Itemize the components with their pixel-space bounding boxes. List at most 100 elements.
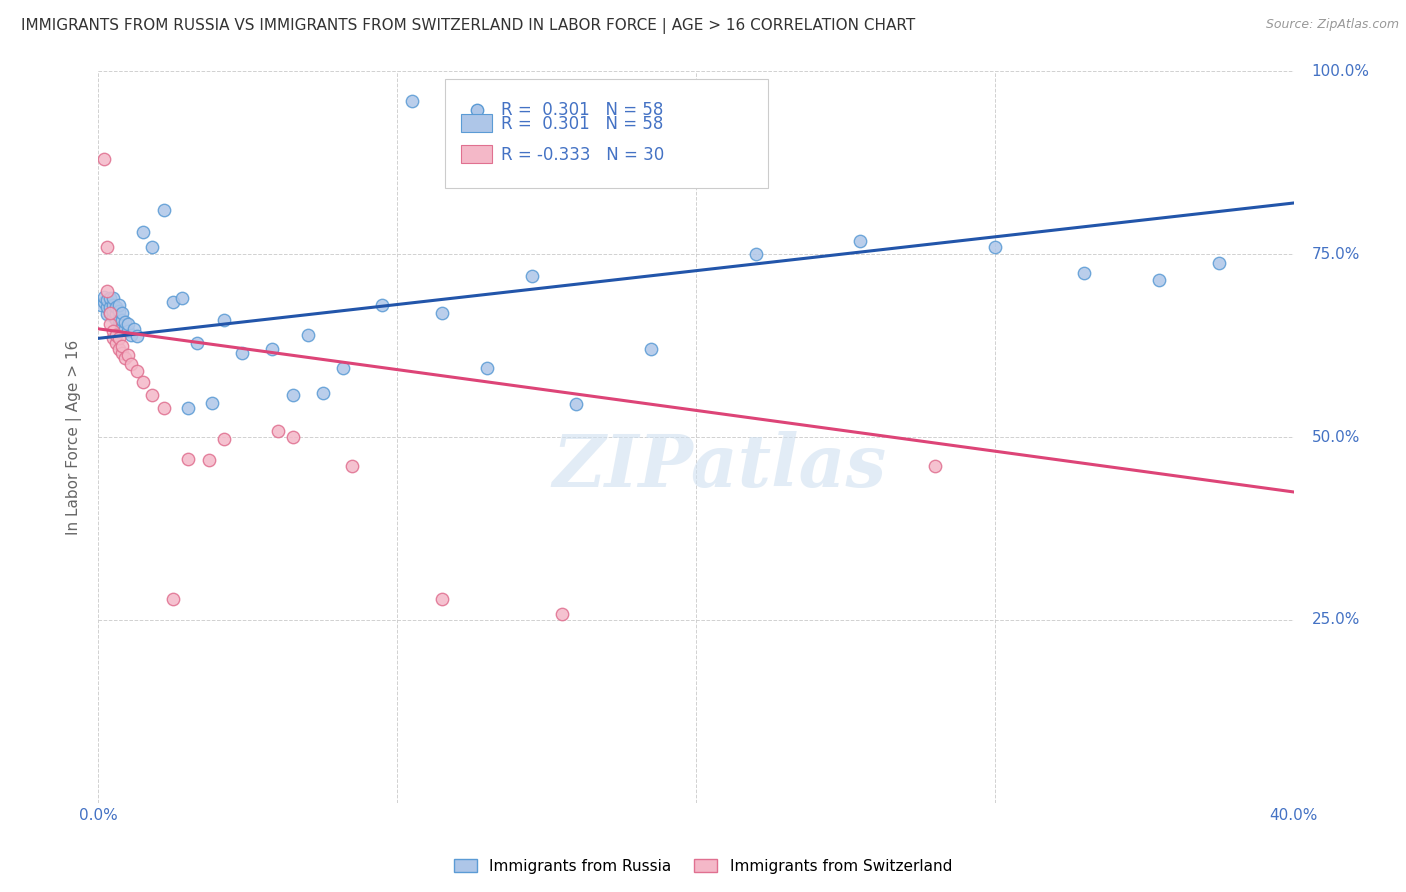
Point [1073, 266, 1095, 280]
Point [120, 327, 142, 342]
Point [849, 234, 872, 248]
Point [103, 304, 125, 318]
Point [108, 304, 131, 318]
Point [105, 307, 128, 321]
Text: 75.0%: 75.0% [1312, 247, 1360, 261]
Point [124, 322, 146, 336]
Text: 100.0%: 100.0% [1312, 64, 1369, 78]
Point [96, 300, 118, 314]
Point [108, 311, 131, 326]
Point [111, 338, 134, 352]
Point [745, 247, 768, 261]
FancyBboxPatch shape [461, 114, 492, 132]
Point [430, 306, 453, 320]
Point [105, 313, 128, 327]
Point [198, 453, 221, 467]
Point [475, 360, 498, 375]
Point [162, 294, 184, 309]
Point [430, 592, 453, 607]
Point [132, 225, 155, 239]
Point [98, 317, 122, 331]
Point [120, 357, 142, 371]
Point [117, 317, 139, 331]
Point [96, 307, 118, 321]
Point [401, 94, 423, 108]
Point [1208, 256, 1230, 270]
Point [96, 284, 118, 298]
Point [114, 322, 136, 336]
Point [162, 592, 184, 607]
FancyBboxPatch shape [461, 145, 492, 162]
Point [371, 298, 394, 312]
Point [177, 452, 200, 467]
Point [93, 290, 115, 304]
Point [297, 327, 319, 342]
Text: Source: ZipAtlas.com: Source: ZipAtlas.com [1265, 18, 1399, 31]
Point [93, 152, 115, 166]
Point [98, 300, 122, 314]
Point [108, 317, 131, 331]
Point [177, 401, 200, 415]
Point [520, 269, 543, 284]
Point [111, 346, 134, 360]
Y-axis label: In Labor Force | Age > 16: In Labor Force | Age > 16 [66, 340, 83, 534]
Point [103, 291, 125, 305]
Point [96, 240, 118, 254]
Point [114, 351, 136, 365]
Text: R = -0.333   N = 30: R = -0.333 N = 30 [501, 146, 665, 164]
Point [90, 298, 112, 312]
Text: ZIPatlas: ZIPatlas [553, 431, 887, 502]
Point [93, 294, 115, 309]
Text: 25.0%: 25.0% [1312, 613, 1360, 627]
Point [117, 348, 139, 362]
Point [98, 291, 122, 305]
Point [212, 313, 235, 327]
Legend: Immigrants from Russia, Immigrants from Switzerland: Immigrants from Russia, Immigrants from … [449, 853, 957, 880]
Point [105, 300, 128, 314]
Point [260, 343, 283, 357]
Point [127, 364, 149, 378]
Point [153, 203, 176, 218]
Point [114, 314, 136, 328]
Point [141, 240, 163, 254]
Point [111, 320, 134, 334]
Point [186, 336, 208, 351]
Text: 50.0%: 50.0% [1312, 430, 1360, 444]
Point [231, 346, 253, 360]
Point [640, 343, 662, 357]
Point [281, 387, 304, 401]
Point [172, 291, 194, 305]
Point [108, 298, 131, 312]
Point [924, 459, 946, 474]
Point [212, 432, 235, 446]
Point [105, 327, 128, 342]
Point [111, 306, 134, 320]
Point [127, 329, 149, 343]
Point [132, 376, 155, 390]
Point [103, 324, 125, 338]
Point [342, 459, 364, 474]
Point [332, 360, 354, 375]
Text: R =  0.301   N = 58: R = 0.301 N = 58 [501, 115, 664, 133]
Point [103, 310, 125, 324]
Point [103, 331, 125, 345]
Point [117, 324, 139, 338]
Point [98, 306, 122, 320]
FancyBboxPatch shape [444, 78, 768, 188]
Point [201, 396, 224, 410]
Point [108, 343, 131, 357]
Text: R =  0.301   N = 58: R = 0.301 N = 58 [501, 101, 664, 120]
Point [103, 298, 125, 312]
Point [153, 401, 176, 415]
Point [141, 387, 163, 401]
Point [550, 607, 572, 621]
Point [111, 313, 134, 327]
Point [105, 336, 128, 351]
Point [96, 293, 118, 307]
Point [281, 430, 304, 444]
Point [267, 424, 290, 438]
Point [1147, 273, 1170, 287]
Point [311, 386, 333, 401]
Point [108, 331, 131, 345]
Point [1035, 103, 1057, 117]
